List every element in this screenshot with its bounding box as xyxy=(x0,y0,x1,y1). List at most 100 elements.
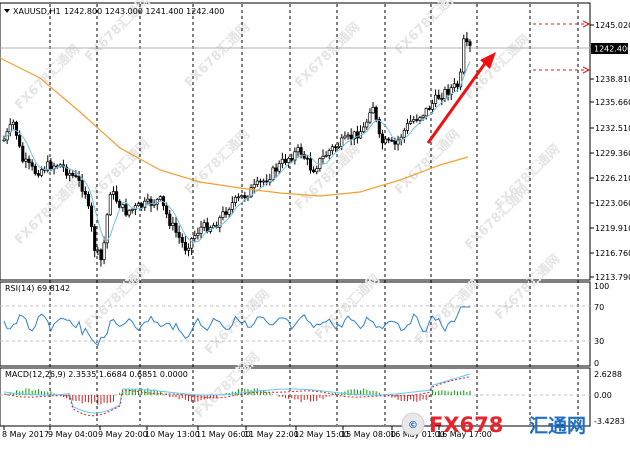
candle-body xyxy=(333,146,338,149)
arrow-head-icon xyxy=(480,52,496,69)
vertical-gridlines xyxy=(49,4,579,425)
trend-annotation xyxy=(426,20,591,144)
candle-body xyxy=(133,205,137,210)
candle-body xyxy=(174,222,178,233)
price-tick-label: 1213.790 xyxy=(595,273,630,282)
candle-body xyxy=(202,222,206,228)
candle-body xyxy=(274,167,278,172)
candle-body xyxy=(152,203,156,206)
candle-body xyxy=(312,169,316,173)
macd-axis: 2.6288 0.00 -3.4283 xyxy=(594,370,625,426)
candle-body xyxy=(196,232,200,236)
candle-body xyxy=(415,119,419,121)
logo-glyph: © xyxy=(408,420,418,431)
ohlc-values: 1242.800 1243.000 1241.400 1242.400 xyxy=(64,7,224,16)
candle-body xyxy=(71,172,75,176)
candle-body xyxy=(424,108,428,117)
candle-body xyxy=(330,146,334,151)
target-arrow-icon xyxy=(582,20,591,28)
candle-body xyxy=(90,205,94,227)
candle-body xyxy=(14,121,19,136)
current-price-label: 1242.400 xyxy=(594,45,630,54)
time-tick-label: 15 May 08:00 xyxy=(341,430,396,439)
dropdown-triangle-icon[interactable] xyxy=(4,9,10,13)
candle-body xyxy=(124,204,128,216)
candle-body xyxy=(283,158,288,163)
time-tick-label: 8 May 2017 xyxy=(2,430,49,439)
candle-body xyxy=(321,155,325,160)
price-tick-label: 1223.060 xyxy=(595,199,630,208)
candle-body xyxy=(2,139,6,142)
candle-body xyxy=(340,137,344,147)
price-series xyxy=(0,31,472,267)
candle-body xyxy=(199,226,203,234)
candle-body xyxy=(352,131,356,140)
main-price-panel[interactable] xyxy=(0,2,591,281)
candle-body xyxy=(102,242,106,260)
symbol-header[interactable]: XAUUSD,H1 1242.800 1243.000 1241.400 124… xyxy=(4,7,224,16)
candle-body xyxy=(324,155,328,157)
macd-line xyxy=(3,373,471,414)
candle-body xyxy=(80,180,84,192)
candle-body xyxy=(27,158,31,164)
trend-arrow-shaft xyxy=(426,61,488,144)
price-axis: 1245.020 1238.810 1235.660 1232.510 1229.360… xyxy=(590,21,630,282)
candle-body xyxy=(293,151,297,161)
time-tick-label: 12 May 15:00 xyxy=(294,430,349,439)
rsi-level-100: 100 xyxy=(594,282,609,291)
candle-body xyxy=(118,200,122,208)
candle-body xyxy=(143,200,147,208)
candle-body xyxy=(412,119,416,122)
candle-body xyxy=(221,211,225,218)
candle-body xyxy=(36,173,40,176)
slow-ma-line xyxy=(0,57,469,197)
macd-level-zero: 0.00 xyxy=(594,391,612,400)
candle-body xyxy=(377,119,381,135)
time-tick-label: 11 May 06:00 xyxy=(196,430,251,439)
candle-body xyxy=(327,150,331,156)
time-tick-label: 11 May 22:00 xyxy=(244,430,299,439)
price-tick-label: 1219.910 xyxy=(595,224,630,233)
candle-body xyxy=(227,209,231,215)
symbol-label: XAUUSD,H1 xyxy=(13,7,61,16)
candle-body xyxy=(65,166,69,176)
candle-body xyxy=(237,196,241,199)
candle-body xyxy=(315,168,319,173)
candle-body xyxy=(180,237,184,243)
candle-body xyxy=(296,147,300,153)
candle-body xyxy=(218,217,222,228)
candle-body xyxy=(430,103,435,110)
candle-body xyxy=(258,180,263,183)
candle-body xyxy=(393,140,397,145)
candle-body xyxy=(405,123,409,131)
candle-body xyxy=(302,153,306,159)
target-arrow-icon xyxy=(582,66,591,74)
rsi-level-30: 30 xyxy=(594,337,604,346)
macd-label: MACD(12,26,9) 2.3535 1.6684 0.6851 0.000… xyxy=(5,370,188,379)
candle-body xyxy=(49,161,53,170)
brand-logo: © FX678 汇通网 xyxy=(401,412,586,437)
candle-body xyxy=(371,106,375,114)
candle-body xyxy=(83,190,87,195)
candle-body xyxy=(21,145,25,162)
candle-body xyxy=(252,184,256,189)
candle-body xyxy=(380,133,384,144)
candle-body xyxy=(243,195,247,198)
candle-body xyxy=(390,139,394,142)
candle-body xyxy=(287,158,291,163)
candle-body xyxy=(280,158,284,164)
candle-body xyxy=(418,117,422,121)
candle-body xyxy=(271,167,275,180)
candle-body xyxy=(149,198,153,206)
candle-body xyxy=(384,138,388,144)
brand-name: FX678 xyxy=(429,413,503,437)
price-tick-label: 1232.510 xyxy=(595,124,630,133)
macd-level-top: 2.6288 xyxy=(594,370,622,379)
candle-body xyxy=(437,94,441,99)
candle-body xyxy=(121,204,125,208)
candle-body xyxy=(337,146,341,148)
candle-body xyxy=(462,38,466,73)
candle-body xyxy=(459,71,463,88)
